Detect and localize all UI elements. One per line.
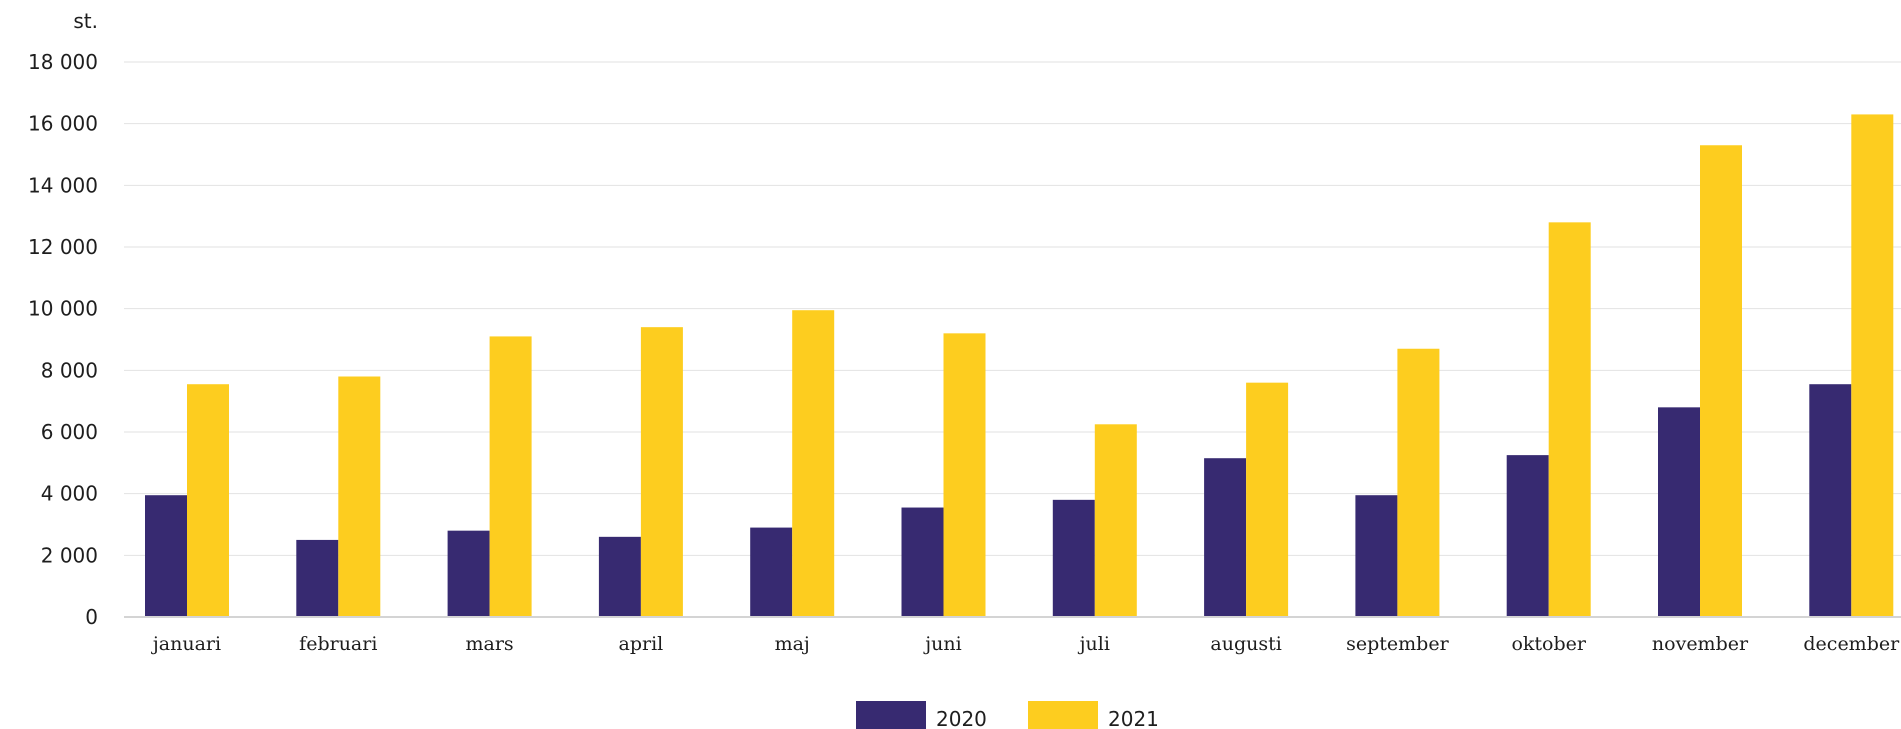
bar-2020-juni	[901, 507, 944, 617]
y-tick-label: 12 000	[28, 235, 98, 259]
x-axis-tick-labels: januari februari mars april maj juni juli augus…	[151, 633, 1900, 655]
y-axis-tick-labels: 0 2 000 4 000 6 000 8 000 10 000 12 000 14 000 1…	[28, 50, 98, 629]
bar-2020-juli	[1052, 499, 1095, 617]
y-tick-label: 0	[85, 605, 98, 629]
y-tick-label: 10 000	[28, 297, 98, 321]
bar-2021-september	[1397, 348, 1440, 617]
legend-label-2021: 2021	[1108, 707, 1159, 729]
bar-2020-september	[1355, 495, 1398, 617]
x-tick-label: maj	[775, 633, 810, 655]
x-tick-label: november	[1652, 633, 1749, 655]
x-tick-label: augusti	[1210, 633, 1281, 655]
y-tick-label: 2 000	[41, 543, 98, 567]
x-tick-label: december	[1803, 633, 1900, 655]
bar-2021-juni	[943, 333, 986, 617]
x-tick-label: januari	[151, 633, 221, 655]
bar-2020-januari	[145, 495, 187, 617]
bar-2021-augusti	[1246, 382, 1289, 617]
bar-2021-januari	[187, 384, 229, 617]
bar-2020-december	[1809, 384, 1852, 617]
x-tick-label: februari	[299, 633, 377, 655]
y-tick-label: 6 000	[41, 420, 98, 444]
bar-2020-november	[1658, 407, 1700, 617]
bar-2021-oktober	[1548, 222, 1591, 618]
x-tick-label: april	[619, 633, 664, 655]
bar-2021-november	[1700, 145, 1742, 617]
y-tick-label: 4 000	[41, 482, 98, 506]
bar-2020-oktober	[1506, 455, 1549, 617]
bar-2021-mars	[489, 336, 532, 617]
legend-swatch-2020	[856, 701, 926, 729]
bar-2020-februari	[296, 539, 339, 617]
x-tick-label: juli	[1078, 633, 1110, 655]
x-tick-label: juni	[923, 633, 961, 655]
bar-2021-december	[1851, 114, 1894, 618]
legend-label-2020: 2020	[936, 707, 987, 729]
x-tick-label: mars	[466, 633, 514, 655]
gridlines	[124, 61, 1901, 556]
bar-2020-augusti	[1204, 458, 1247, 617]
x-tick-label: september	[1346, 633, 1449, 655]
bar-2021-februari	[338, 376, 381, 617]
y-tick-label: 14 000	[28, 173, 98, 197]
bar-2020-maj	[750, 527, 793, 617]
bar-2020-april	[598, 536, 641, 617]
y-tick-label: 18 000	[28, 50, 98, 74]
x-tick-label: oktober	[1511, 633, 1586, 655]
bar-2021-april	[640, 327, 683, 617]
bar-2020-mars	[447, 530, 490, 617]
bar-2021-juli	[1094, 424, 1137, 617]
y-axis-unit-label: st.	[73, 9, 98, 33]
legend: 2020 2021	[856, 701, 1159, 729]
bars	[145, 114, 1894, 618]
y-tick-label: 16 000	[28, 112, 98, 136]
legend-swatch-2021	[1028, 701, 1098, 729]
bar-2021-maj	[792, 310, 835, 617]
y-tick-label: 8 000	[41, 358, 98, 382]
